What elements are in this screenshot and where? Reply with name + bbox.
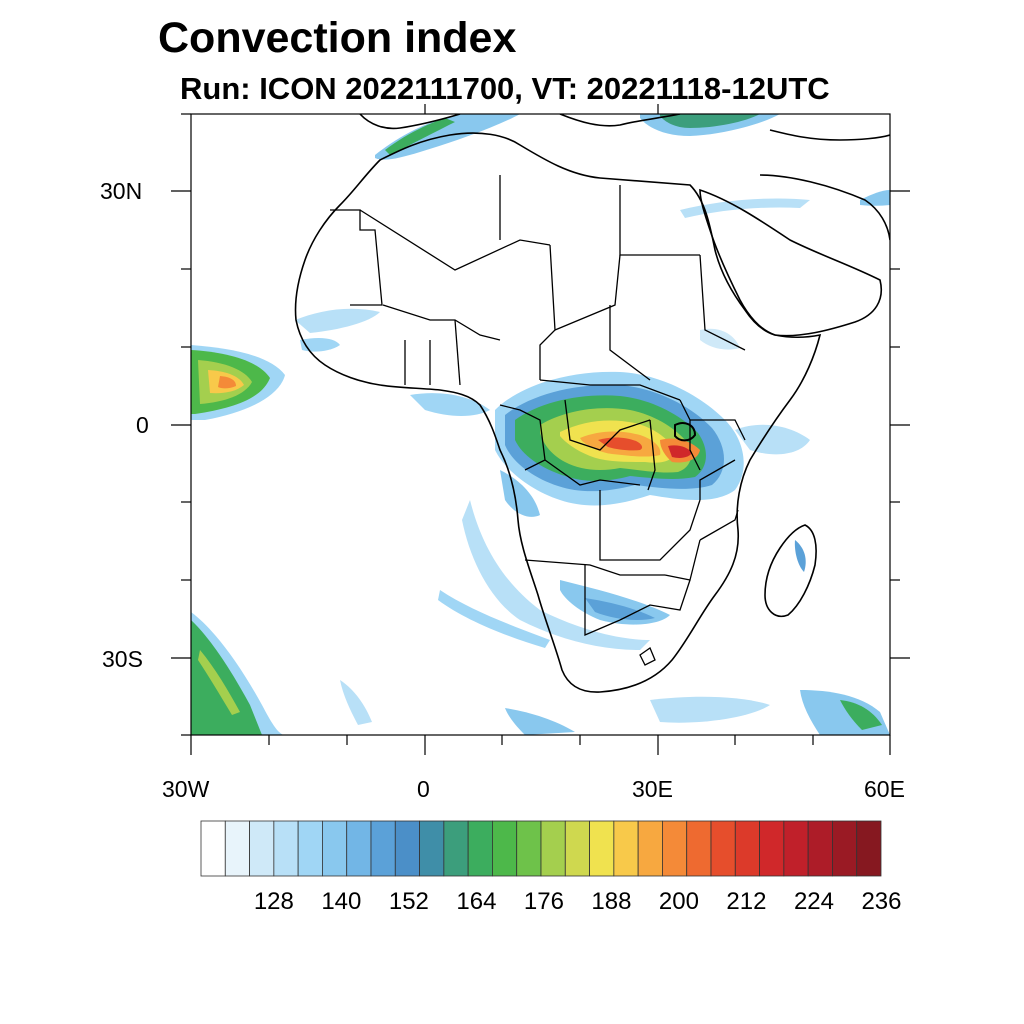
chart-subtitle: Run: ICON 2022111700, VT: 20221118-12UTC: [180, 71, 830, 106]
colorbar-label: 176: [523, 888, 564, 915]
country-borders: [330, 175, 746, 666]
coastlines: [294, 114, 890, 693]
colorbar-label: 188: [591, 888, 632, 915]
colorbar-swatch: [759, 820, 785, 877]
colorbar-swatch: [346, 820, 372, 877]
colorbar-swatch: [807, 820, 833, 877]
colorbar-swatch: [492, 820, 518, 877]
colorbar-swatch: [443, 820, 469, 877]
colorbar-swatch: [273, 820, 299, 877]
convection-field: [191, 114, 890, 735]
colorbar-swatch: [710, 820, 736, 877]
colorbar-swatch: [516, 820, 542, 877]
chart-title: Convection index: [158, 14, 517, 62]
colorbar-label: 140: [321, 888, 362, 915]
lat-label-30n: 30N: [100, 178, 143, 204]
colorbar-label: 212: [726, 888, 767, 915]
colorbar-swatch: [249, 820, 275, 877]
colorbar-label: 128: [253, 888, 294, 915]
colorbar-label: 152: [388, 888, 429, 915]
colorbar-swatch: [540, 820, 566, 877]
lat-label-30s: 30S: [102, 646, 143, 672]
colorbar-swatch: [686, 820, 712, 877]
colorbar-swatch: [394, 820, 420, 877]
colorbar-swatch: [662, 820, 688, 877]
colorbar-swatch: [224, 820, 250, 877]
colorbar-swatch: [297, 820, 323, 877]
colorbar-swatch: [589, 820, 615, 877]
colorbar-swatch: [370, 820, 396, 877]
colorbar-label: 224: [793, 888, 834, 915]
lon-label-30e: 30E: [632, 776, 673, 802]
colorbar-swatch: [613, 820, 639, 877]
colorbar-swatch: [832, 820, 858, 877]
lon-label-60e: 60E: [864, 776, 905, 802]
colorbar-swatch: [637, 820, 663, 877]
colorbar-swatch: [856, 820, 882, 877]
lat-label-0: 0: [136, 412, 149, 438]
colorbar-swatch: [564, 820, 590, 877]
colorbar-label: 200: [658, 888, 699, 915]
colorbar-swatch: [322, 820, 348, 877]
colorbar-swatch: [783, 820, 809, 877]
lake-victoria: [674, 422, 697, 442]
colorbar-label: 236: [861, 888, 902, 915]
colorbar-swatch: [200, 820, 226, 877]
colorbar: [200, 820, 882, 877]
lon-label-0: 0: [417, 776, 430, 802]
axis-ticks: [171, 104, 910, 755]
colorbar-label: 164: [456, 888, 497, 915]
colorbar-swatch: [419, 820, 445, 877]
colorbar-swatch: [734, 820, 760, 877]
lon-label-30w: 30W: [162, 776, 210, 802]
colorbar-swatch: [467, 820, 493, 877]
